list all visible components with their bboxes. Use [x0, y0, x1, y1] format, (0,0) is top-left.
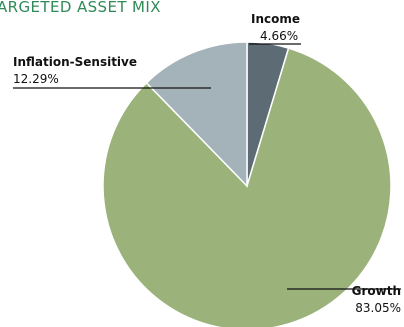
- slice-name-label: Income: [251, 12, 300, 26]
- pie-slices: [102, 41, 392, 327]
- slice-value-label: 12.29%: [13, 72, 59, 86]
- slice-name-label: Growth: [352, 284, 401, 298]
- slice-value-label: 4.66%: [260, 29, 298, 43]
- chart-title: ARGETED ASSET MIX: [0, 0, 161, 16]
- pie-slice-growth: [102, 47, 392, 327]
- slice-name-label: Inflation-Sensitive: [13, 55, 137, 69]
- pie-slice-inflation-sensitive: [145, 41, 248, 188]
- pie-labels: Income 4.66% Growth 83.05% Inflation-Sensiti…: [13, 12, 401, 315]
- slice-value-label: 83.05%: [355, 301, 401, 315]
